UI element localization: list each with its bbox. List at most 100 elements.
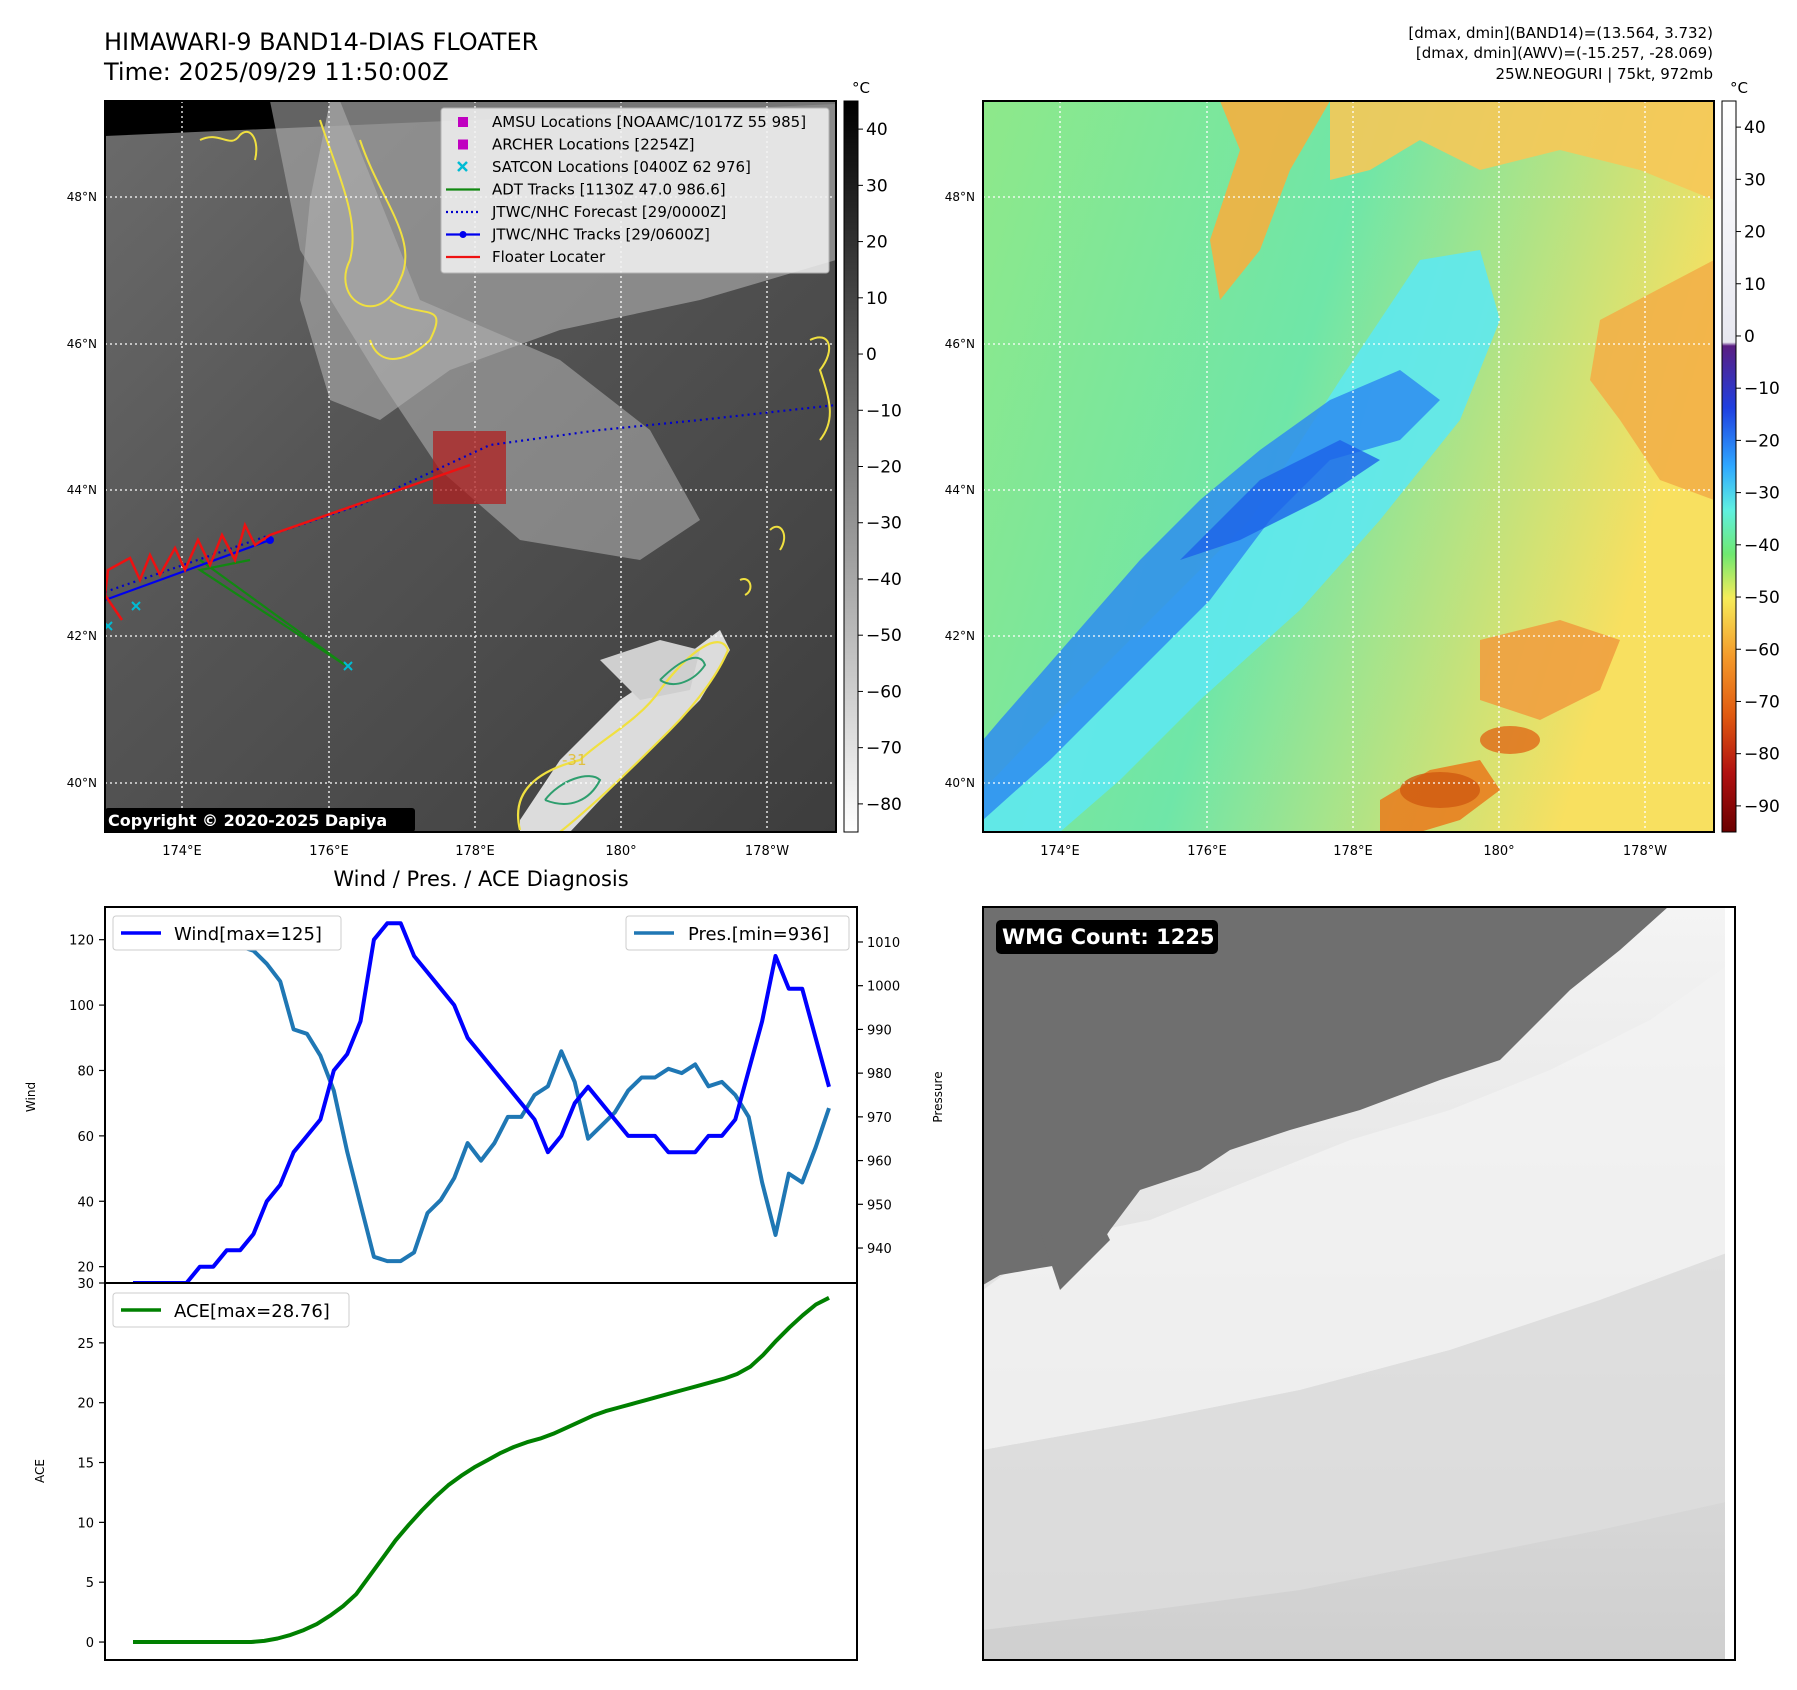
ace-tick-label: 10 — [77, 1516, 94, 1531]
legend-label: ADT Tracks [1130Z 47.0 986.6] — [492, 181, 726, 199]
legend-label: ARCHER Locations [2254Z] — [492, 136, 695, 154]
ace-tick-label: 15 — [77, 1457, 94, 1472]
ace-legend-label: ACE[max=28.76] — [174, 1301, 330, 1322]
lon-label: 178°W — [745, 844, 789, 859]
copyright-text: Copyright © 2020-2025 Dapiya — [108, 811, 387, 830]
moist-band-inner — [983, 370, 1440, 820]
legend-marker-x-icon — [457, 161, 468, 172]
lon-label: 176°E — [1187, 844, 1227, 859]
colorbar-tick-label: −20 — [866, 458, 902, 478]
wmg-count: WMG Count: 1225 — [1002, 925, 1215, 949]
wmg-panel: WMG Count: 1225 — [982, 906, 1736, 1661]
colorbar-tick-label: −10 — [1744, 379, 1780, 399]
lon-label: 176°E — [309, 844, 349, 859]
legend-label: AMSU Locations [NOAAMC/1017Z 55 985] — [492, 113, 806, 131]
pressure-tick-label: 1000 — [867, 980, 900, 995]
ace-legend: ACE[max=28.76] — [112, 1292, 350, 1328]
cold-contour-mid — [739, 525, 786, 596]
wmg-frame — [982, 906, 1736, 1661]
pressure-tick-label: 970 — [867, 1111, 892, 1126]
colorbar-tick-label: −90 — [1744, 797, 1780, 817]
awv-lon-labels: 174°E 176°E 178°E 180° 178°W — [1040, 844, 1667, 859]
ir-legend: AMSU Locations [NOAAMC/1017Z 55 985] ARCH… — [440, 107, 830, 274]
pressure-tick-label: 1010 — [867, 936, 900, 951]
pressure-axis-label: Pressure — [931, 1071, 945, 1122]
dry-cell — [1400, 772, 1480, 808]
ir-lon-labels: 174°E 176°E 178°E 180° 178°W — [162, 844, 789, 859]
wind-tick-label: 40 — [77, 1195, 94, 1210]
colorbar-tick-label: 40 — [1744, 118, 1766, 138]
lon-label: 180° — [1483, 844, 1514, 859]
cloud-band-central — [270, 101, 700, 560]
wind-tick-label: 60 — [77, 1130, 94, 1145]
colorbar-tick-label: −40 — [866, 570, 902, 590]
jtwc-track — [105, 538, 271, 602]
ace-tick-label: 0 — [86, 1636, 94, 1651]
ace-tick-label: 5 — [86, 1576, 94, 1591]
colorbar-tick-label: 20 — [866, 233, 888, 253]
legend-marker-square-icon — [458, 117, 468, 127]
lon-label: 180° — [605, 844, 636, 859]
floater-box — [433, 431, 506, 504]
cold-contour-north-2 — [199, 130, 258, 161]
wmg-dark-region — [983, 907, 1668, 1285]
legend-entry: ADT Tracks [1130Z 47.0 986.6] — [446, 181, 726, 199]
wind-tick-label: 100 — [69, 999, 94, 1014]
legend-entry: AMSU Locations [NOAAMC/1017Z 55 985] — [458, 113, 806, 131]
dry-cell — [1480, 726, 1540, 754]
awv-gridlines — [983, 101, 1714, 832]
info-storm: 25W.NEOGURI | 75kt, 972mb — [1496, 65, 1713, 83]
ace-frame — [104, 1282, 858, 1661]
legend-entry: ARCHER Locations [2254Z] — [458, 136, 695, 154]
colorbar-tick-label: 20 — [1744, 223, 1766, 243]
info-awv: [dmax, dmin](AWV)=(-15.257, -28.069) — [1416, 44, 1713, 62]
ace-tick-label: 25 — [77, 1337, 94, 1352]
lat-label: 40°N — [945, 776, 975, 790]
storm-tracks — [105, 403, 836, 671]
band14-colorbar: °C 40 30 20 10 0 −10 −20 −30 −40 −50 −60 −70 −80 — [843, 79, 902, 833]
colorbar-tick-label: −70 — [1744, 692, 1780, 712]
info-band14: [dmax, dmin](BAND14)=(13.564, 3.732) — [1408, 24, 1713, 42]
band14-colorbar-unit: °C — [852, 79, 870, 97]
floater-track — [105, 463, 471, 621]
lat-label: 44°N — [67, 483, 97, 497]
dry-region-southeast — [1480, 620, 1620, 720]
wmg-light-band — [983, 960, 1735, 1450]
colorbar-tick-label: −60 — [866, 682, 902, 702]
pressure-legend: Pres.[min=936] — [625, 915, 850, 951]
colorbar-tick-label: −70 — [866, 739, 902, 759]
wmg-no-data — [1725, 907, 1735, 1660]
moist-band-core — [1180, 440, 1380, 560]
awv-colorbar-unit: °C — [1730, 79, 1748, 97]
colorbar-tick-label: −20 — [1744, 431, 1780, 451]
pressure-tick-label: 940 — [867, 1242, 892, 1257]
lat-label: 48°N — [67, 190, 97, 204]
colorbar-tick-label: −40 — [1744, 536, 1780, 556]
figure-time: Time: 2025/09/29 11:50:00Z — [103, 58, 449, 86]
lon-label: 178°W — [1623, 844, 1667, 859]
colorbar-tick-label: −80 — [1744, 745, 1780, 765]
legend-entry: Floater Locater — [446, 248, 606, 266]
legend-label: Floater Locater — [492, 248, 606, 266]
lon-label: 174°E — [162, 844, 202, 859]
lon-label: 178°E — [1333, 844, 1373, 859]
colorbar-tick-label: 30 — [866, 176, 888, 196]
colorbar-tick-label: 10 — [1744, 275, 1766, 295]
pressure-tick-label: 950 — [867, 1198, 892, 1213]
colorbar-tick-label: −30 — [866, 514, 902, 534]
wind-tick-label: 80 — [77, 1064, 94, 1079]
lon-label: 174°E — [1040, 844, 1080, 859]
legend-label: JTWC/NHC Forecast [29/0000Z] — [491, 203, 726, 221]
ir-lat-labels: 48°N 46°N 44°N 42°N 40°N — [67, 190, 97, 790]
lat-label: 42°N — [67, 629, 97, 643]
lat-label: 46°N — [67, 337, 97, 351]
legend-marker-square-icon — [458, 139, 468, 150]
wind-tick-label: 20 — [77, 1261, 94, 1276]
legend-label: SATCON Locations [0400Z 62 976] — [492, 158, 751, 176]
ace-tick-label: 20 — [77, 1397, 94, 1412]
legend-entry: JTWC/NHC Forecast [29/0000Z] — [446, 203, 726, 221]
pressure-legend-label: Pres.[min=936] — [688, 924, 829, 945]
figure-title: HIMAWARI-9 BAND14-DIAS FLOATER — [104, 28, 538, 56]
cold-contour-east — [809, 336, 831, 441]
copyright-badge — [105, 808, 415, 832]
